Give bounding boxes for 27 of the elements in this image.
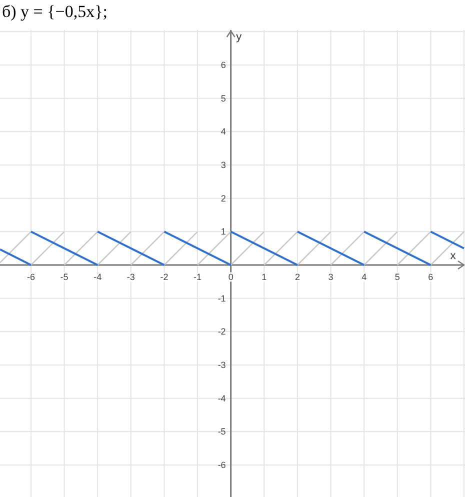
x-tick-label: 2 (294, 272, 300, 282)
y-tick-label: 4 (220, 126, 226, 137)
y-tick-label: -3 (218, 360, 226, 370)
chart-title: б) y = {−0,5x}; (2, 2, 108, 21)
y-tick-label: 5 (220, 93, 226, 104)
x-tick-label: -2 (160, 272, 168, 282)
y-tick-label: -6 (218, 460, 226, 470)
x-tick-label: 5 (394, 272, 400, 282)
x-axis-title: x (450, 250, 456, 262)
y-tick-label: 6 (220, 60, 226, 70)
x-tick-label: 4 (362, 272, 367, 282)
y-tick-label: -4 (218, 393, 226, 404)
x-tick-label: -3 (126, 272, 135, 282)
x-tick-label: 1 (262, 272, 267, 282)
y-tick-label: 2 (220, 193, 226, 204)
x-tick-label: 3 (328, 272, 334, 282)
x-tick-label: -6 (26, 272, 35, 282)
y-tick-label: -5 (218, 426, 226, 437)
y-tick-label: 1 (220, 226, 226, 237)
y-axis-title: y (236, 31, 242, 43)
y-tick-label: -2 (218, 326, 226, 337)
y-tick-label: 3 (220, 160, 226, 170)
x-tick-label: -4 (94, 272, 102, 282)
x-tick-label: -1 (194, 272, 202, 282)
x-tick-label: -5 (60, 272, 68, 282)
x-tick-label: 6 (428, 272, 434, 282)
y-tick-label: -1 (218, 293, 226, 304)
